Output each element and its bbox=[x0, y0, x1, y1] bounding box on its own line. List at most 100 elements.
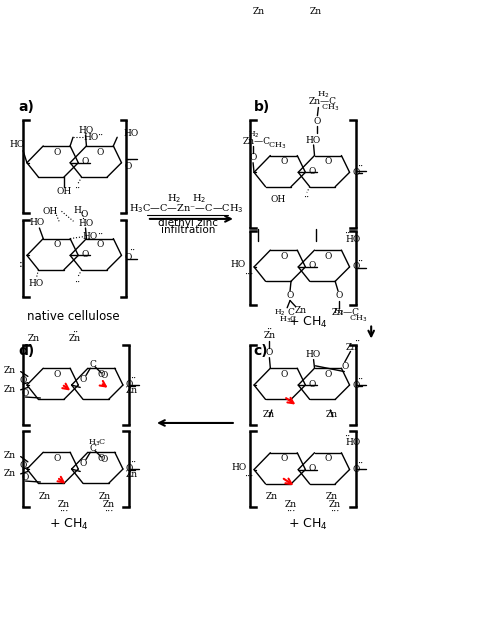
Text: O: O bbox=[98, 370, 105, 379]
Text: OH: OH bbox=[56, 187, 72, 196]
Text: ···: ··· bbox=[59, 507, 69, 516]
Text: ··: ·· bbox=[357, 460, 363, 468]
Text: ··: ·· bbox=[344, 229, 350, 238]
Text: ··: ·· bbox=[357, 162, 363, 171]
Text: Zn: Zn bbox=[102, 500, 115, 509]
Text: Zn: Zn bbox=[28, 335, 40, 344]
Text: Zn: Zn bbox=[4, 385, 16, 394]
Text: ··: ·· bbox=[357, 257, 363, 266]
Text: O: O bbox=[126, 463, 133, 472]
Text: O: O bbox=[82, 250, 89, 259]
Text: O: O bbox=[53, 148, 60, 157]
Text: H$_2$: H$_2$ bbox=[274, 307, 285, 318]
Text: Zn: Zn bbox=[266, 492, 278, 501]
Text: O: O bbox=[96, 148, 104, 157]
Text: O: O bbox=[341, 362, 349, 371]
Text: ··: ·· bbox=[97, 230, 103, 239]
Text: O: O bbox=[80, 459, 87, 468]
Text: HO: HO bbox=[29, 279, 44, 288]
Text: Zn: Zn bbox=[285, 500, 297, 509]
Text: O: O bbox=[80, 375, 87, 384]
Text: H$_2$: H$_2$ bbox=[317, 90, 329, 100]
Text: O: O bbox=[353, 168, 360, 177]
Text: diethyl zinc: diethyl zinc bbox=[158, 218, 218, 228]
Text: + CH$_4$: + CH$_4$ bbox=[288, 315, 328, 330]
Text: HO: HO bbox=[83, 132, 99, 142]
Text: Zn: Zn bbox=[326, 492, 338, 501]
Text: HO: HO bbox=[79, 126, 94, 135]
Text: O: O bbox=[53, 454, 60, 463]
Text: ···: ··· bbox=[245, 269, 254, 278]
Text: O: O bbox=[124, 253, 132, 262]
Text: Zn: Zn bbox=[326, 410, 338, 419]
Text: C: C bbox=[89, 360, 96, 369]
Text: CH$_3$: CH$_3$ bbox=[321, 102, 339, 113]
Text: HO: HO bbox=[345, 438, 361, 447]
Text: Zn: Zn bbox=[99, 492, 111, 501]
Text: ···: ··· bbox=[104, 507, 113, 516]
Text: ···: ··· bbox=[245, 472, 254, 481]
Text: native cellulose: native cellulose bbox=[27, 310, 120, 323]
Text: ···: ··· bbox=[287, 507, 296, 516]
Text: HO: HO bbox=[82, 232, 98, 241]
Text: Zn: Zn bbox=[4, 469, 16, 478]
Text: H: H bbox=[74, 207, 82, 216]
Text: Zn: Zn bbox=[125, 470, 138, 479]
Text: O: O bbox=[22, 473, 29, 482]
Text: Zn: Zn bbox=[263, 331, 276, 340]
Text: ··: ·· bbox=[129, 246, 135, 255]
Text: HO: HO bbox=[30, 218, 45, 227]
Text: ··: ·· bbox=[130, 374, 137, 383]
Text: O: O bbox=[280, 454, 288, 463]
Text: a): a) bbox=[18, 100, 34, 115]
Text: + CH$_4$: + CH$_4$ bbox=[288, 516, 328, 532]
Text: O: O bbox=[98, 454, 105, 463]
Text: HO: HO bbox=[10, 140, 25, 149]
Text: Zn—C: Zn—C bbox=[243, 136, 270, 146]
Text: OH: OH bbox=[270, 195, 286, 204]
Text: O: O bbox=[124, 162, 132, 171]
Text: O: O bbox=[353, 381, 360, 390]
Text: O: O bbox=[81, 211, 88, 220]
Text: HO: HO bbox=[124, 129, 139, 138]
Text: Zn: Zn bbox=[58, 500, 70, 509]
Text: O: O bbox=[19, 376, 27, 385]
Text: O: O bbox=[353, 262, 360, 271]
Text: O: O bbox=[53, 241, 60, 250]
Text: H$_3$C—C—Zn⁻—C—CH$_3$: H$_3$C—C—Zn⁻—C—CH$_3$ bbox=[129, 202, 244, 215]
Text: Zn: Zn bbox=[294, 306, 307, 315]
Text: ··: ·· bbox=[126, 156, 132, 164]
Text: H$_2$: H$_2$ bbox=[333, 307, 345, 317]
Text: O: O bbox=[126, 380, 133, 388]
Text: Zn: Zn bbox=[125, 387, 138, 396]
Text: ···: ··· bbox=[330, 507, 340, 516]
Text: ··: ·· bbox=[354, 337, 360, 346]
Text: Zn: Zn bbox=[4, 366, 16, 375]
Text: HO: HO bbox=[306, 136, 321, 145]
Text: c): c) bbox=[253, 344, 268, 358]
Text: Zn: Zn bbox=[346, 343, 358, 352]
Text: ··: ·· bbox=[74, 277, 80, 286]
Text: O: O bbox=[280, 252, 288, 261]
Text: b): b) bbox=[253, 100, 270, 115]
Text: infiltration: infiltration bbox=[161, 225, 215, 236]
Text: H$_3$C: H$_3$C bbox=[279, 314, 298, 325]
Text: O: O bbox=[19, 461, 27, 470]
Text: ··: ·· bbox=[303, 193, 309, 202]
Text: Zn—C: Zn—C bbox=[332, 308, 360, 317]
Text: ··: ·· bbox=[344, 432, 350, 441]
Text: H$_2$: H$_2$ bbox=[192, 193, 206, 205]
Text: ··: ·· bbox=[266, 325, 273, 334]
Text: O: O bbox=[335, 291, 343, 300]
Text: OH: OH bbox=[43, 207, 58, 216]
Text: O: O bbox=[309, 167, 316, 176]
Text: O: O bbox=[101, 455, 108, 464]
Text: O: O bbox=[101, 371, 108, 380]
Text: O: O bbox=[324, 454, 331, 463]
Text: Zn: Zn bbox=[262, 410, 275, 419]
Text: O: O bbox=[314, 117, 321, 126]
Text: C: C bbox=[89, 444, 96, 453]
Text: :: : bbox=[19, 259, 23, 269]
Text: Zn—C: Zn—C bbox=[308, 97, 336, 106]
Text: O: O bbox=[266, 348, 273, 357]
